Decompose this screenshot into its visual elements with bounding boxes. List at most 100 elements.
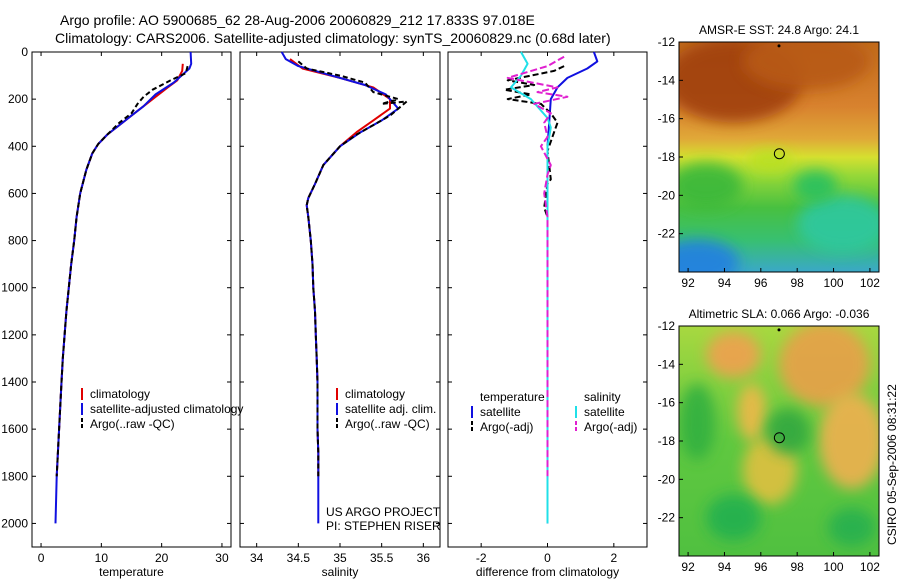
y-tick-label: 1200	[1, 328, 28, 342]
project-note: PI: STEPHEN RISER	[326, 519, 441, 533]
legend-label: Argo(..raw -QC)	[90, 417, 175, 431]
x-axis-label: difference from climatology	[476, 565, 619, 579]
map-anomaly	[742, 42, 870, 90]
x-tick-label: 100	[824, 560, 844, 574]
y-tick-label: 400	[8, 139, 28, 153]
y-tick-label: 1400	[1, 375, 28, 389]
profile-panel-1: 0 200 400 600 800 1000 1200 1400 1600 1800 2000 0 10…	[1, 45, 232, 579]
x-tick-label: 98	[791, 276, 805, 290]
y-tick-label: 1600	[1, 422, 28, 436]
x-tick-label: 102	[860, 560, 880, 574]
series-line-3	[55, 65, 189, 477]
x-tick-label: -2	[476, 551, 487, 565]
map-field	[679, 42, 879, 272]
legend-label: satellite	[584, 405, 625, 419]
chart-title-line2: Climatology: CARS2006. Satellite-adjuste…	[55, 30, 611, 46]
series-line-4	[506, 55, 569, 477]
y-tick-label: -16	[658, 112, 676, 126]
legend-header-salinity: salinity	[584, 390, 621, 404]
float-track-dot	[777, 328, 781, 332]
x-tick-label: 10	[95, 551, 109, 565]
map-anomaly	[706, 494, 761, 541]
y-tick-label: 2000	[1, 516, 28, 530]
y-tick-label: 1000	[1, 281, 28, 295]
series-line-3	[297, 60, 408, 477]
argo-position-marker	[773, 432, 785, 444]
x-tick-label: 0	[544, 551, 551, 565]
map-anomaly	[819, 393, 879, 489]
y-tick-label: 800	[8, 234, 28, 248]
x-tick-label: 36	[417, 551, 431, 565]
legend-label: Argo(-adj)	[584, 420, 637, 434]
y-tick-label: -12	[658, 35, 676, 49]
legend-header-temperature: temperature	[480, 390, 545, 404]
y-tick-label: 600	[8, 186, 28, 200]
legend-label: climatology	[90, 387, 150, 401]
map-anomaly	[679, 162, 743, 209]
x-axis-label: temperature	[99, 565, 164, 579]
map-anomaly	[706, 331, 761, 378]
map-panel-2: 92 94 96 98 100 102 -12 -14 -16 -18 -20 -22 Altimetr…	[658, 307, 881, 574]
x-tick-label: 98	[791, 560, 805, 574]
legend-label: satellite-adjusted climatology	[90, 402, 243, 416]
x-tick-label: 92	[681, 276, 695, 290]
map-anomaly	[766, 408, 810, 455]
series-line-3	[510, 51, 552, 524]
argo-position-marker	[773, 148, 785, 160]
legend-label: Argo(..raw -QC)	[345, 417, 430, 431]
x-tick-label: 20	[155, 551, 169, 565]
y-tick-label: -22	[658, 511, 676, 525]
legend-label: climatology	[345, 387, 405, 401]
map-title: AMSR-E SST: 24.8 Argo: 24.1	[699, 23, 859, 37]
x-tick-label: 30	[215, 551, 229, 565]
plot-frame	[31, 51, 232, 548]
map-anomaly	[679, 239, 739, 272]
project-note: US ARGO PROJECT	[326, 505, 441, 519]
y-tick-label: 200	[8, 92, 28, 106]
x-tick-label: 92	[681, 560, 695, 574]
y-tick-label: -14	[658, 73, 676, 87]
float-track-dot	[777, 44, 781, 48]
x-tick-label: 34	[250, 551, 264, 565]
y-tick-label: 1800	[1, 469, 28, 483]
y-tick-label: -22	[658, 227, 676, 241]
x-tick-label: 96	[754, 276, 768, 290]
map-title: Altimetric SLA: 0.066 Argo: -0.036	[689, 307, 870, 321]
map-anomaly	[679, 383, 716, 461]
x-tick-label: 35	[333, 551, 347, 565]
y-tick-label: -20	[658, 188, 676, 202]
map-anomaly	[748, 149, 792, 173]
legend-label: satellite	[480, 405, 521, 419]
x-tick-label: 35.5	[370, 551, 394, 565]
x-tick-label: 100	[824, 276, 844, 290]
map-anomaly	[828, 508, 876, 547]
legend-label: Argo(-adj)	[480, 420, 533, 434]
x-tick-label: 94	[718, 276, 732, 290]
timestamp-label: CSIRO 05-Sep-2006 08:31:22	[885, 384, 899, 545]
map-field	[679, 326, 879, 556]
y-tick-label: -16	[658, 396, 676, 410]
map-anomaly	[793, 170, 838, 202]
chart-title-line1: Argo profile: AO 5900685_62 28-Aug-2006 …	[60, 12, 535, 28]
x-tick-label: 0	[38, 551, 45, 565]
map-anomaly	[737, 383, 767, 441]
y-tick-label: -12	[658, 319, 676, 333]
y-tick-label: -20	[658, 472, 676, 486]
x-axis-label: salinity	[322, 565, 359, 579]
map-anomaly	[797, 195, 879, 253]
y-tick-label: -14	[658, 357, 676, 371]
x-tick-label: 96	[754, 560, 768, 574]
plot-frame	[239, 51, 441, 548]
y-tick-label: -18	[658, 434, 676, 448]
y-tick-label: -18	[658, 150, 676, 164]
x-tick-label: 2	[610, 551, 617, 565]
map-anomaly	[779, 326, 870, 407]
y-tick-label: 0	[21, 45, 28, 59]
legend-label: satellite adj. clim.	[345, 402, 436, 416]
x-tick-label: 102	[860, 276, 880, 290]
x-tick-label: 94	[718, 560, 732, 574]
map-panel-1: 92 94 96 98 100 102 -12 -14 -16 -18 -20 -22 AMSR-E S…	[658, 23, 881, 290]
profile-panel-2: 34 34.5 35 35.5 36 salinity	[239, 51, 441, 579]
